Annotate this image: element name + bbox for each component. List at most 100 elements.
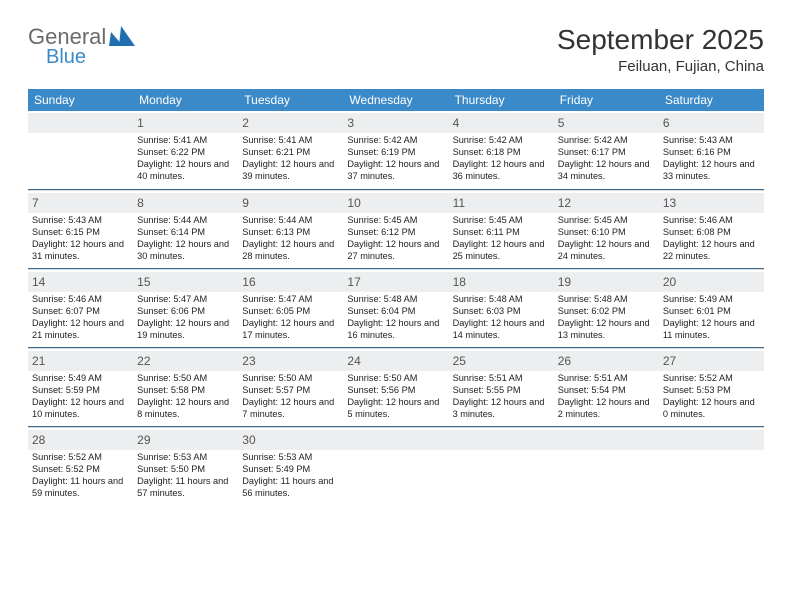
day-number-bar: 10 [343,193,448,213]
day-number-bar: . [449,430,554,450]
day-number-bar: . [554,430,659,450]
logo-sail-icon [110,26,138,46]
day-cell: 11Sunrise: 5:45 AMSunset: 6:11 PMDayligh… [449,190,554,268]
day-details: Sunrise: 5:46 AMSunset: 6:07 PMDaylight:… [32,294,129,342]
sunrise-line: Sunrise: 5:45 AM [558,215,655,227]
day-cell: 25Sunrise: 5:51 AMSunset: 5:55 PMDayligh… [449,348,554,426]
day-number-bar: 18 [449,272,554,292]
day-number-bar: 21 [28,351,133,371]
sunrise-line: Sunrise: 5:41 AM [137,135,234,147]
day-number-bar: 9 [238,193,343,213]
day-number-bar: 3 [343,113,448,133]
day-details: Sunrise: 5:48 AMSunset: 6:02 PMDaylight:… [558,294,655,342]
header-row: General Blue September 2025 Feiluan, Fuj… [28,24,764,75]
day-number-bar: 14 [28,272,133,292]
day-number-bar: . [659,430,764,450]
calendar-grid: SundayMondayTuesdayWednesdayThursdayFrid… [28,89,764,505]
day-cell: 5Sunrise: 5:42 AMSunset: 6:17 PMDaylight… [554,111,659,189]
day-cell: 12Sunrise: 5:45 AMSunset: 6:10 PMDayligh… [554,190,659,268]
day-details: Sunrise: 5:53 AMSunset: 5:50 PMDaylight:… [137,452,234,500]
sunrise-line: Sunrise: 5:53 AM [137,452,234,464]
day-cell: 30 Sunrise: 5:53 AMSunset: 5:49 PMDayligh… [238,427,343,505]
daylight-line: Daylight: 12 hours and 39 minutes. [242,159,339,183]
sunrise-line: Sunrise: 5:44 AM [137,215,234,227]
daylight-line: Daylight: 12 hours and 0 minutes. [663,397,760,421]
sunset-line: Sunset: 6:17 PM [558,147,655,159]
day-number: 30 [242,433,255,447]
daylight-line: Daylight: 11 hours and 57 minutes. [137,476,234,500]
sunset-line: Sunset: 6:03 PM [453,306,550,318]
day-cell: . [554,427,659,505]
daylight-line: Daylight: 11 hours and 59 minutes. [32,476,129,500]
day-details: Sunrise: 5:41 AMSunset: 6:21 PMDaylight:… [242,135,339,183]
sunset-line: Sunset: 5:52 PM [32,464,129,476]
day-details: Sunrise: 5:43 AMSunset: 6:15 PMDaylight:… [32,215,129,263]
sunset-line: Sunset: 6:16 PM [663,147,760,159]
sunrise-line: Sunrise: 5:46 AM [32,294,129,306]
sunrise-line: Sunrise: 5:49 AM [663,294,760,306]
daylight-line: Daylight: 12 hours and 2 minutes. [558,397,655,421]
day-cell: 27Sunrise: 5:52 AMSunset: 5:53 PMDayligh… [659,348,764,426]
daylight-line: Daylight: 12 hours and 7 minutes. [242,397,339,421]
day-details: Sunrise: 5:42 AMSunset: 6:17 PMDaylight:… [558,135,655,183]
sunset-line: Sunset: 5:56 PM [347,385,444,397]
day-number: 2 [242,116,249,130]
day-details: Sunrise: 5:48 AMSunset: 6:03 PMDaylight:… [453,294,550,342]
daylight-line: Daylight: 12 hours and 13 minutes. [558,318,655,342]
sunrise-line: Sunrise: 5:50 AM [242,373,339,385]
day-number-bar: 6 [659,113,764,133]
weekday-header: Wednesday [343,89,448,111]
day-number-bar: 4 [449,113,554,133]
sunset-line: Sunset: 6:08 PM [663,227,760,239]
day-number: 20 [663,275,676,289]
daylight-line: Daylight: 12 hours and 3 minutes. [453,397,550,421]
daylight-line: Daylight: 12 hours and 33 minutes. [663,159,760,183]
day-cell: 2 Sunrise: 5:41 AMSunset: 6:21 PMDaylight… [238,111,343,189]
sunset-line: Sunset: 5:58 PM [137,385,234,397]
sunset-line: Sunset: 5:57 PM [242,385,339,397]
sunset-line: Sunset: 5:55 PM [453,385,550,397]
day-cell: . [343,427,448,505]
sunset-line: Sunset: 6:12 PM [347,227,444,239]
sunrise-line: Sunrise: 5:45 AM [347,215,444,227]
day-number-bar: 19 [554,272,659,292]
daylight-line: Daylight: 12 hours and 24 minutes. [558,239,655,263]
day-number: 17 [347,275,360,289]
sunset-line: Sunset: 6:13 PM [242,227,339,239]
day-cell: . [28,111,133,189]
week-row: 14Sunrise: 5:46 AMSunset: 6:07 PMDayligh… [28,269,764,348]
sunset-line: Sunset: 6:11 PM [453,227,550,239]
daylight-line: Daylight: 12 hours and 19 minutes. [137,318,234,342]
day-number: 9 [242,196,249,210]
day-number: 7 [32,196,39,210]
day-number-bar: 8 [133,193,238,213]
daylight-line: Daylight: 12 hours and 25 minutes. [453,239,550,263]
day-details: Sunrise: 5:47 AMSunset: 6:06 PMDaylight:… [137,294,234,342]
day-details: Sunrise: 5:53 AMSunset: 5:49 PMDaylight:… [242,452,339,500]
day-cell: . [659,427,764,505]
sunrise-line: Sunrise: 5:42 AM [558,135,655,147]
daylight-line: Daylight: 12 hours and 22 minutes. [663,239,760,263]
sunrise-line: Sunrise: 5:48 AM [347,294,444,306]
day-cell: 10Sunrise: 5:45 AMSunset: 6:12 PMDayligh… [343,190,448,268]
day-number-bar: 28 [28,430,133,450]
day-details: Sunrise: 5:41 AMSunset: 6:22 PMDaylight:… [137,135,234,183]
day-number-bar: 12 [554,193,659,213]
sunrise-line: Sunrise: 5:51 AM [558,373,655,385]
daylight-line: Daylight: 12 hours and 37 minutes. [347,159,444,183]
day-details: Sunrise: 5:45 AMSunset: 6:10 PMDaylight:… [558,215,655,263]
sunrise-line: Sunrise: 5:45 AM [453,215,550,227]
day-cell: 6Sunrise: 5:43 AMSunset: 6:16 PMDaylight… [659,111,764,189]
sunset-line: Sunset: 6:07 PM [32,306,129,318]
daylight-line: Daylight: 12 hours and 14 minutes. [453,318,550,342]
daylight-line: Daylight: 12 hours and 21 minutes. [32,318,129,342]
daylight-line: Daylight: 12 hours and 40 minutes. [137,159,234,183]
sunrise-line: Sunrise: 5:50 AM [137,373,234,385]
weekday-header: Friday [554,89,659,111]
daylight-line: Daylight: 12 hours and 31 minutes. [32,239,129,263]
day-number: 27 [663,354,676,368]
day-cell: 19Sunrise: 5:48 AMSunset: 6:02 PMDayligh… [554,269,659,347]
day-cell: 13Sunrise: 5:46 AMSunset: 6:08 PMDayligh… [659,190,764,268]
day-details: Sunrise: 5:51 AMSunset: 5:54 PMDaylight:… [558,373,655,421]
day-number: 8 [137,196,144,210]
